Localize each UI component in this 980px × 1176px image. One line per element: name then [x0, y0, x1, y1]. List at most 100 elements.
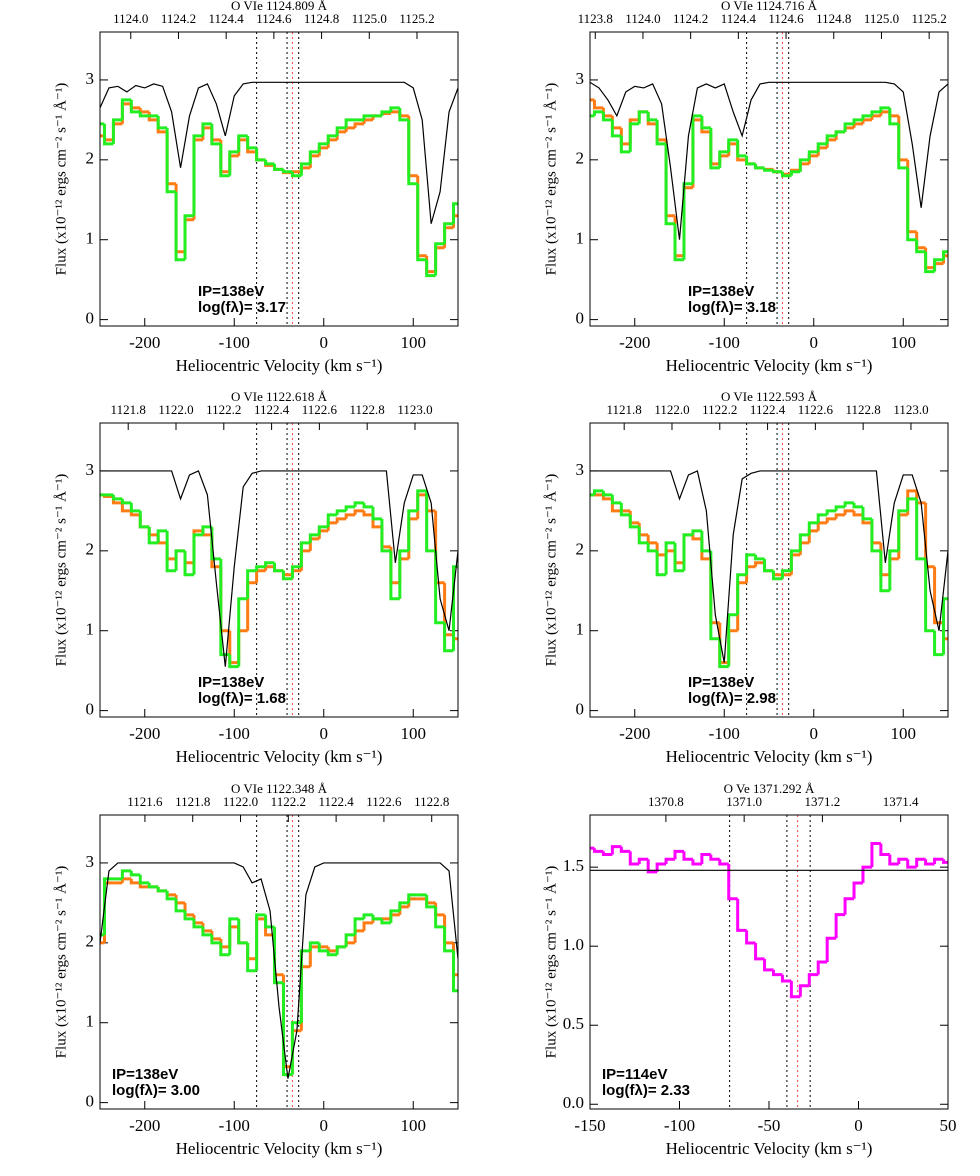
spectrum-step — [861, 506, 872, 521]
plot-frame — [589, 422, 949, 718]
x-tick-label: -200 — [129, 724, 160, 743]
top-tick-label: 1123.0 — [893, 402, 928, 417]
top-tick-label: 1121.8 — [111, 402, 146, 417]
spectrum-step — [246, 942, 257, 973]
spectrum-step — [619, 135, 631, 154]
top-tick-label: 1124.0 — [625, 11, 660, 26]
plot-area — [590, 423, 948, 717]
spectrum-step — [344, 933, 356, 947]
y-tick-label: 0 — [576, 309, 585, 328]
spectrum-step — [335, 126, 347, 136]
spectrum-step — [601, 111, 613, 122]
spectrum-step — [879, 106, 890, 112]
spectrum-step — [138, 111, 150, 118]
y-tick-label: 3 — [86, 460, 95, 479]
spectrum-step — [156, 115, 168, 130]
top-tick-label: 1122.0 — [654, 402, 689, 417]
spectrum-step — [861, 118, 872, 124]
spectrum-step — [655, 119, 667, 146]
spectrum-step — [897, 857, 908, 864]
spectrum-step — [771, 170, 783, 174]
spectrum-step — [111, 118, 123, 144]
top-tick-label: 1125.2 — [399, 11, 434, 26]
spectrum-step — [434, 550, 445, 625]
spectrum-step — [942, 597, 948, 655]
spectrum-step — [425, 490, 436, 553]
spectrum-step — [434, 906, 445, 929]
spectrum-step — [246, 569, 257, 599]
spectrum-step — [255, 565, 266, 571]
spectrum-step — [673, 849, 684, 860]
spectrum-step — [870, 110, 881, 116]
spectrum-step — [389, 909, 400, 923]
y-tick-label: 0.5 — [563, 1014, 584, 1033]
spectrum-step — [443, 926, 454, 953]
spectrum-step — [915, 857, 926, 868]
spectrum-step — [682, 533, 693, 571]
top-tick-label: 1371.4 — [883, 794, 919, 809]
top-tick-label: 1124.6 — [256, 11, 292, 26]
spectrum-step — [380, 518, 391, 553]
spectrum-step — [389, 106, 400, 112]
spectrum-step — [745, 553, 756, 575]
spectrum-step — [691, 114, 702, 184]
spectrum-step — [754, 163, 765, 170]
spectrum-step — [870, 114, 881, 120]
spectrum-step — [326, 950, 338, 957]
spectrum-step — [933, 630, 944, 657]
spectrum-step — [344, 505, 356, 511]
spectrum-step — [709, 550, 720, 641]
spectrum-step — [798, 533, 810, 551]
spectrum-step — [210, 934, 221, 945]
spectrum-step — [646, 534, 658, 545]
spectrum-step — [201, 926, 212, 937]
spectrum-step — [727, 864, 738, 901]
spectrum-step — [592, 848, 604, 853]
spectrum-step — [924, 558, 935, 633]
model-line — [590, 81, 948, 240]
spectrum-step — [407, 119, 418, 186]
y-tick-label: 0 — [86, 309, 95, 328]
spectrum-step — [219, 143, 230, 178]
spectrum-step — [380, 110, 391, 116]
spectrum-step — [362, 118, 373, 124]
spectrum-step — [308, 533, 320, 543]
spectrum-step — [610, 845, 622, 855]
spectrum-step — [664, 541, 676, 575]
y-tick-label: 1.5 — [563, 856, 584, 875]
annotation: log(fλ)= 3.18 — [688, 299, 776, 316]
x-tick-label: -100 — [664, 1116, 695, 1135]
y-tick-label: 0 — [86, 700, 95, 719]
spectrum-step — [165, 890, 177, 901]
spectrum-step — [183, 214, 194, 260]
spectrum-step — [228, 654, 239, 669]
spectrum-step — [915, 498, 926, 561]
top-tick-label: 1122.0 — [158, 402, 193, 417]
spectrum-step — [165, 530, 177, 573]
spectrum-step — [299, 162, 311, 176]
spectrum-step — [780, 171, 792, 178]
spectrum-step — [682, 851, 693, 861]
spectrum-step — [425, 894, 436, 909]
spectrum-step — [299, 541, 311, 567]
spectrum-step — [691, 859, 702, 866]
y-tick-label: 2 — [86, 149, 95, 168]
annotation: log(fλ)= 3.00 — [112, 1082, 200, 1099]
spectrum-step — [727, 138, 738, 152]
spectrum-step — [942, 250, 948, 260]
spectrum-step — [308, 941, 320, 951]
spectrum-step — [816, 521, 828, 531]
spectrum-step — [771, 969, 783, 977]
spectrum-step — [183, 550, 194, 577]
spectrum-step — [344, 126, 356, 132]
spectrum-step — [362, 114, 373, 120]
spectrum-step — [228, 150, 239, 176]
spectrum-step — [201, 525, 212, 535]
model-line — [100, 862, 458, 1079]
y-tick-label: 0 — [86, 1092, 95, 1111]
spectrum-step — [120, 98, 132, 120]
top-tick-label: 1124.2 — [673, 11, 708, 26]
spectrum-step — [264, 561, 275, 567]
model-line — [590, 470, 948, 663]
y-tick-label: 3 — [86, 852, 95, 871]
